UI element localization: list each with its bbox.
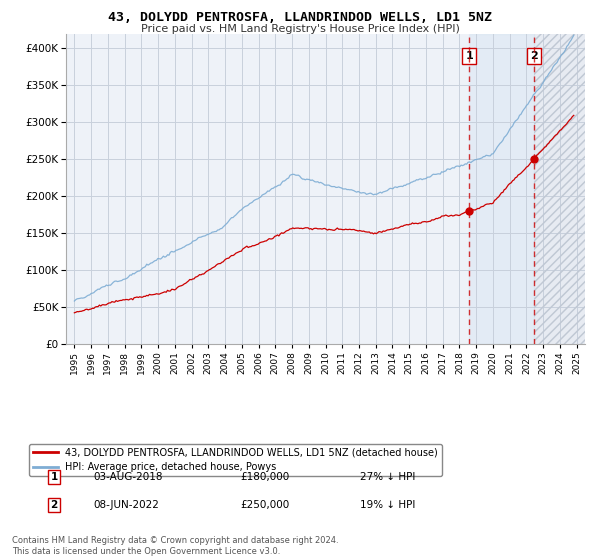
Text: 03-AUG-2018: 03-AUG-2018 bbox=[93, 472, 163, 482]
Text: £180,000: £180,000 bbox=[240, 472, 289, 482]
Text: 43, DOLYDD PENTROSFA, LLANDRINDOD WELLS, LD1 5NZ: 43, DOLYDD PENTROSFA, LLANDRINDOD WELLS,… bbox=[108, 11, 492, 24]
Text: 1: 1 bbox=[50, 472, 58, 482]
Text: £250,000: £250,000 bbox=[240, 500, 289, 510]
Text: 08-JUN-2022: 08-JUN-2022 bbox=[93, 500, 159, 510]
Text: Contains HM Land Registry data © Crown copyright and database right 2024.
This d: Contains HM Land Registry data © Crown c… bbox=[12, 536, 338, 556]
Bar bbox=[534, 34, 585, 344]
Text: Price paid vs. HM Land Registry's House Price Index (HPI): Price paid vs. HM Land Registry's House … bbox=[140, 24, 460, 34]
Text: 2: 2 bbox=[530, 51, 538, 61]
Text: 1: 1 bbox=[465, 51, 473, 61]
Text: 27% ↓ HPI: 27% ↓ HPI bbox=[360, 472, 415, 482]
Bar bbox=[469, 34, 534, 344]
Text: 19% ↓ HPI: 19% ↓ HPI bbox=[360, 500, 415, 510]
Text: 2: 2 bbox=[50, 500, 58, 510]
Legend: 43, DOLYDD PENTROSFA, LLANDRINDOD WELLS, LD1 5NZ (detached house), HPI: Average : 43, DOLYDD PENTROSFA, LLANDRINDOD WELLS,… bbox=[29, 444, 442, 477]
Bar bbox=[534, 34, 585, 344]
